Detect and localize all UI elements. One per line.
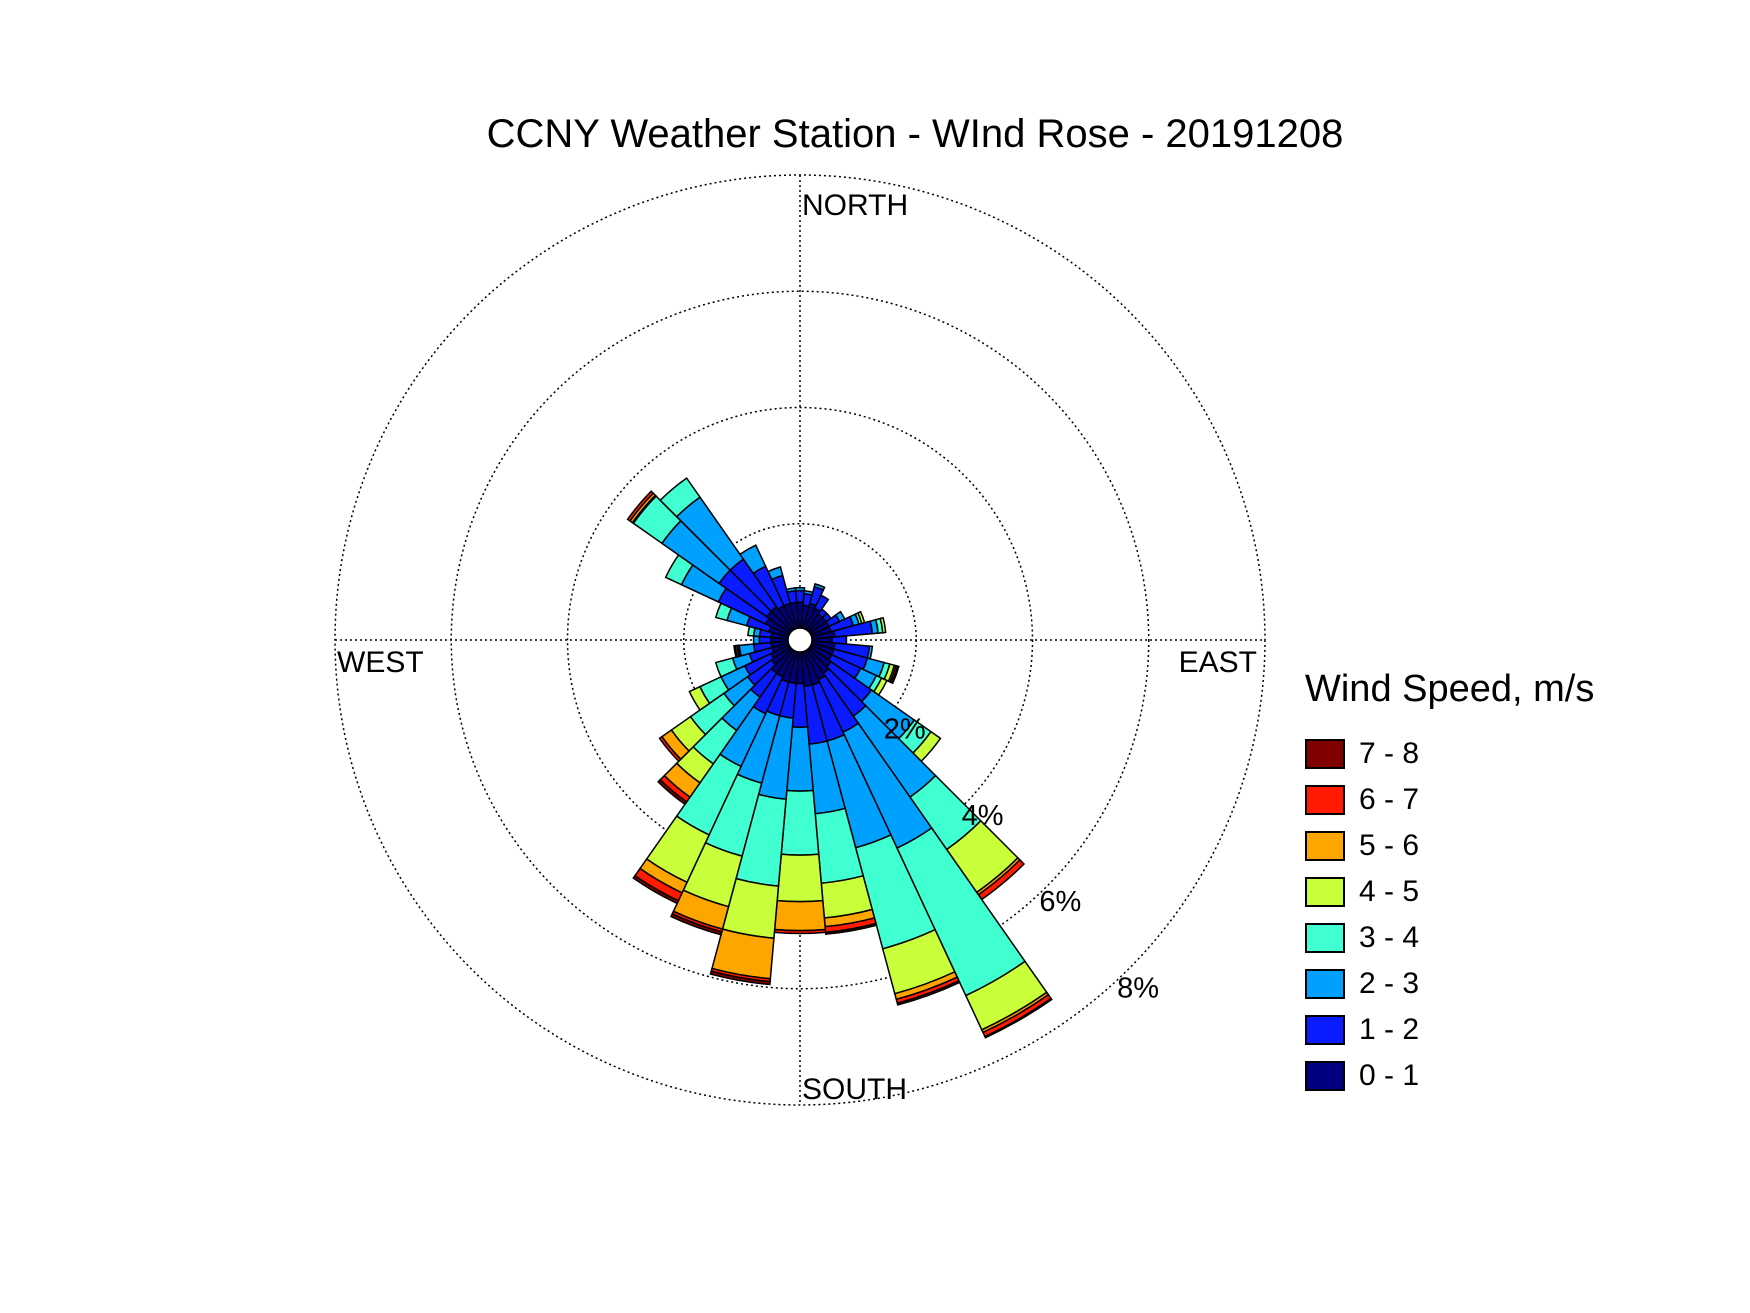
center-hole (787, 627, 813, 653)
direction-label-west: WEST (337, 646, 424, 679)
sector-230-bin-6 (658, 735, 682, 763)
sector-80-bin-4 (879, 616, 887, 634)
sector-160-bin-7 (896, 979, 961, 1006)
legend-swatch (1305, 969, 1345, 999)
legend-item: 6 - 7 (1305, 777, 1725, 823)
sector-190 (709, 650, 800, 986)
axis-labels: NORTH SOUTH EAST WEST 2% 4% 6% 8% (337, 189, 1257, 1106)
sector-0-bin-2 (794, 586, 806, 592)
sector-340-bin-2 (767, 566, 784, 581)
legend-label: 0 - 1 (1359, 1059, 1420, 1092)
legend-swatch (1305, 1061, 1345, 1091)
legend-swatch (1305, 877, 1345, 907)
ring-label-6: 6% (1039, 886, 1081, 918)
legend-item: 3 - 4 (1305, 915, 1725, 961)
legend-label: 4 - 5 (1359, 875, 1420, 908)
legend-swatch (1305, 785, 1345, 815)
sector-20-bin-2 (813, 582, 826, 591)
sector-200-bin-7 (670, 912, 723, 936)
legend-swatch (1305, 831, 1345, 861)
legend-label: 3 - 4 (1359, 921, 1420, 954)
ring-label-8: 8% (1117, 973, 1159, 1005)
sector-150-bin-7 (983, 997, 1053, 1039)
sector-260-bin-6 (733, 644, 739, 659)
sector-30 (804, 594, 830, 632)
sector-180-bin-3 (780, 789, 820, 856)
legend-swatch (1305, 1015, 1345, 1045)
legend-label: 6 - 7 (1359, 783, 1420, 816)
sector-180-bin-6 (773, 928, 827, 935)
legend-title: Wind Speed, m/s (1305, 668, 1595, 710)
legend-item: 1 - 2 (1305, 1007, 1725, 1053)
sector-330-bin-2 (738, 544, 767, 575)
sector-160 (802, 649, 961, 1006)
direction-label-east: EAST (1179, 646, 1257, 679)
sector-110-bin-7 (890, 665, 900, 685)
sector-310 (626, 490, 793, 635)
legend-item: 2 - 3 (1305, 961, 1725, 1007)
sector-180-bin-4 (776, 853, 824, 903)
direction-label-north: NORTH (802, 189, 908, 222)
legend-items: 7 - 8 6 - 7 5 - 6 4 - 5 3 - 4 2 - 3 1 - 2 0 - 1 (1305, 731, 1725, 1099)
sector-170-bin-7 (824, 922, 878, 935)
sector-230 (658, 645, 793, 763)
legend-label: 1 - 2 (1359, 1013, 1420, 1046)
sector-240 (688, 644, 792, 712)
direction-label-south: SOUTH (802, 1073, 907, 1106)
sector-270-bin-2 (752, 635, 761, 645)
legend-item: 7 - 8 (1305, 731, 1725, 777)
sector-30-bin-1 (813, 594, 830, 613)
sector-220-bin-7 (657, 778, 688, 806)
ring-label-4: 4% (962, 800, 1004, 832)
sector-350-bin-2 (785, 587, 797, 594)
sector-310-bin-6 (626, 490, 655, 523)
sector-130 (807, 645, 942, 763)
sector-290 (714, 602, 791, 638)
sector-240-bin-4 (688, 685, 711, 712)
legend-swatch (1305, 739, 1345, 769)
legend-label: 7 - 8 (1359, 737, 1420, 770)
sector-210-bin-7 (632, 874, 680, 905)
legend-item: 4 - 5 (1305, 869, 1725, 915)
legend-swatch (1305, 923, 1345, 953)
sector-180-bin-5 (773, 899, 827, 932)
chart-title: CCNY Weather Station - WInd Rose - 20191… (486, 112, 1344, 156)
legend-item: 0 - 1 (1305, 1053, 1725, 1099)
sector-250-bin-3 (714, 657, 738, 678)
sector-320-bin-3 (659, 477, 702, 518)
wind-sectors (626, 477, 1053, 1039)
legend: Wind Speed, m/s 7 - 8 6 - 7 5 - 6 4 - 5 3 - … (1305, 668, 1725, 1099)
legend-label: 5 - 6 (1359, 829, 1420, 862)
legend-label: 2 - 3 (1359, 967, 1420, 1000)
sector-210 (632, 648, 796, 905)
legend-item: 5 - 6 (1305, 823, 1725, 869)
sector-20 (802, 582, 826, 631)
ring-label-2: 2% (884, 713, 926, 745)
sector-180 (773, 651, 827, 935)
sector-190-bin-7 (709, 970, 771, 986)
